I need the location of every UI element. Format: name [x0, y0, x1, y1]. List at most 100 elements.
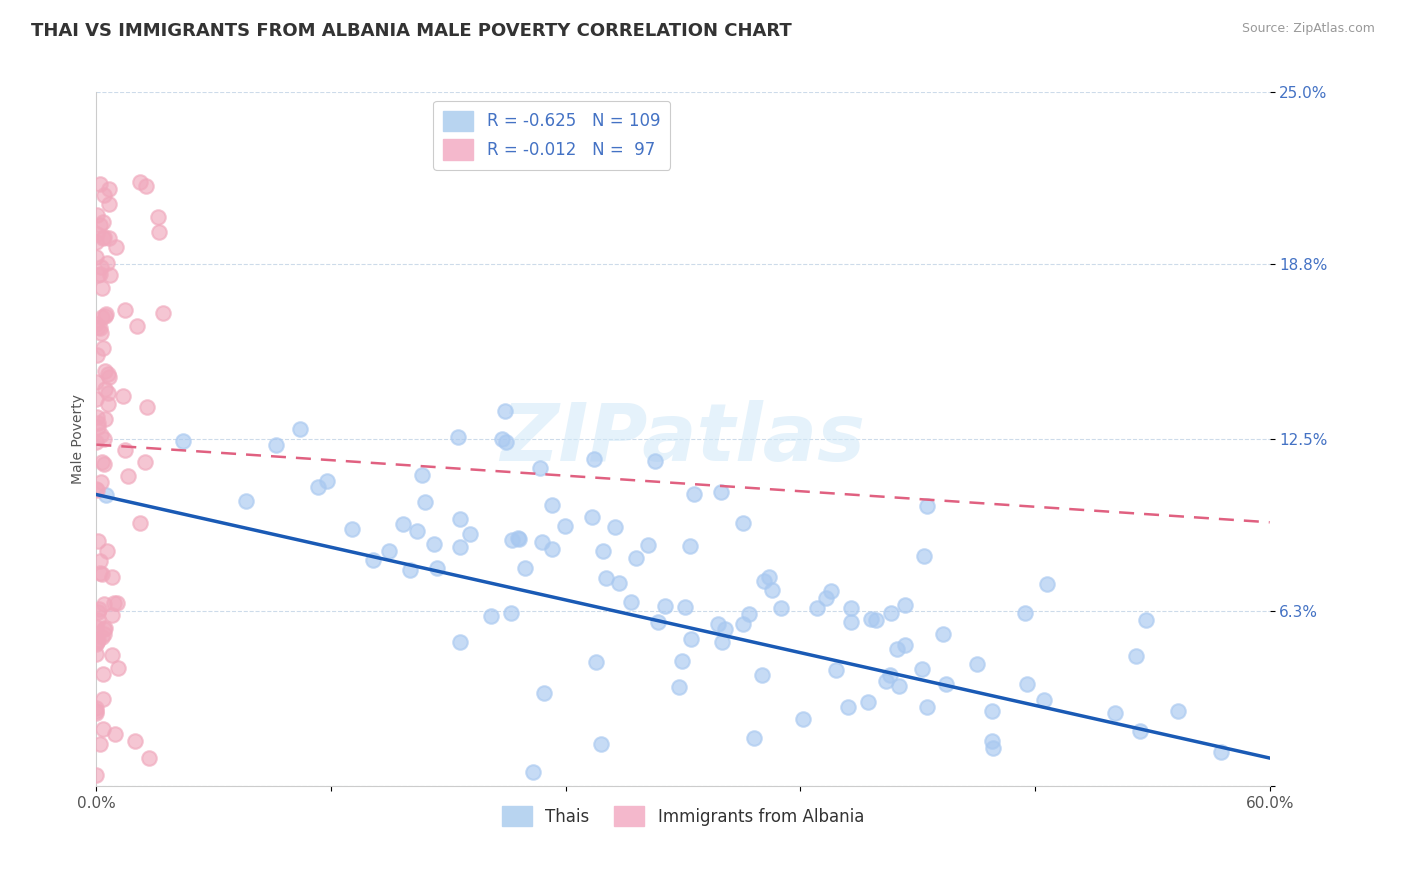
Point — [89, 177, 111, 191]
Point — [86, 704, 108, 718]
Point — [90, 428, 112, 442]
Point — [172, 434, 194, 448]
Point — [449, 512, 471, 526]
Point — [894, 598, 917, 612]
Point — [738, 607, 761, 622]
Point — [98, 231, 121, 245]
Point — [93, 341, 115, 355]
Point — [104, 240, 127, 254]
Legend: Thais, Immigrants from Albania: Thais, Immigrants from Albania — [495, 799, 870, 833]
Point — [86, 348, 108, 362]
Point — [620, 595, 643, 609]
Point — [93, 229, 115, 244]
Point — [751, 668, 773, 682]
Point — [917, 500, 939, 514]
Point — [981, 734, 1004, 748]
Point — [654, 599, 676, 613]
Point — [647, 615, 669, 630]
Point — [86, 767, 108, 781]
Point — [138, 751, 160, 765]
Point — [93, 432, 115, 446]
Point — [399, 563, 422, 577]
Point — [681, 632, 703, 647]
Point — [446, 430, 468, 444]
Point — [1033, 693, 1056, 707]
Point — [114, 303, 136, 318]
Point — [87, 419, 110, 434]
Point — [135, 179, 157, 194]
Point — [134, 455, 156, 469]
Point — [585, 655, 607, 669]
Point — [93, 187, 115, 202]
Point — [837, 699, 859, 714]
Point — [1135, 613, 1157, 627]
Point — [91, 310, 114, 324]
Point — [731, 616, 754, 631]
Point — [589, 737, 612, 751]
Point — [89, 320, 111, 334]
Point — [731, 516, 754, 530]
Point — [90, 475, 112, 489]
Point — [820, 584, 842, 599]
Point — [966, 657, 988, 672]
Point — [887, 679, 910, 693]
Point — [136, 400, 159, 414]
Point — [449, 540, 471, 554]
Point — [679, 539, 702, 553]
Point — [839, 601, 862, 615]
Point — [93, 667, 115, 681]
Point — [86, 701, 108, 715]
Point — [103, 596, 125, 610]
Point — [426, 561, 449, 575]
Point — [581, 509, 603, 524]
Text: THAI VS IMMIGRANTS FROM ALBANIA MALE POVERTY CORRELATION CHART: THAI VS IMMIGRANTS FROM ALBANIA MALE POV… — [31, 22, 792, 40]
Point — [761, 582, 783, 597]
Point — [391, 516, 413, 531]
Point — [894, 638, 917, 652]
Point — [97, 181, 120, 195]
Point — [932, 626, 955, 640]
Point — [94, 309, 117, 323]
Point — [860, 612, 883, 626]
Point — [981, 741, 1004, 756]
Point — [86, 620, 108, 634]
Point — [96, 256, 118, 270]
Point — [86, 635, 108, 649]
Point — [912, 549, 935, 563]
Point — [91, 567, 114, 582]
Text: ZIPatlas: ZIPatlas — [501, 401, 866, 478]
Point — [522, 764, 544, 779]
Point — [1167, 704, 1189, 718]
Point — [89, 267, 111, 281]
Point — [839, 615, 862, 630]
Point — [97, 197, 120, 211]
Point — [491, 432, 513, 446]
Point — [105, 596, 128, 610]
Point — [86, 483, 108, 497]
Point — [89, 219, 111, 233]
Point — [935, 676, 957, 690]
Point — [815, 591, 838, 606]
Point — [449, 635, 471, 649]
Point — [533, 686, 555, 700]
Text: Source: ZipAtlas.com: Source: ZipAtlas.com — [1241, 22, 1375, 36]
Point — [117, 469, 139, 483]
Point — [86, 410, 108, 425]
Point — [93, 597, 115, 611]
Point — [378, 544, 401, 558]
Point — [405, 524, 427, 538]
Point — [87, 319, 110, 334]
Point — [87, 633, 110, 648]
Point — [86, 235, 108, 249]
Point — [806, 601, 828, 615]
Point — [886, 641, 908, 656]
Point — [682, 487, 704, 501]
Point — [554, 519, 576, 533]
Point — [101, 648, 124, 662]
Point — [825, 664, 848, 678]
Point — [1014, 606, 1036, 620]
Point — [875, 674, 897, 689]
Point — [87, 605, 110, 619]
Point — [411, 468, 433, 483]
Point — [742, 731, 765, 745]
